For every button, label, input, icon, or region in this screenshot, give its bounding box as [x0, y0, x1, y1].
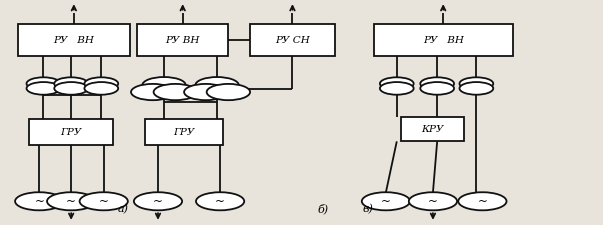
Text: ~: ~: [215, 194, 225, 207]
Circle shape: [420, 83, 454, 95]
Bar: [250, 25, 335, 56]
Circle shape: [27, 83, 60, 95]
Circle shape: [458, 192, 507, 210]
Circle shape: [27, 78, 60, 91]
Text: ~: ~: [153, 194, 163, 207]
Text: б): б): [317, 203, 328, 214]
Circle shape: [459, 83, 493, 95]
Circle shape: [131, 85, 174, 101]
Text: а): а): [118, 203, 129, 214]
Text: РУ ВН: РУ ВН: [165, 36, 200, 45]
Bar: [29, 119, 113, 145]
Circle shape: [362, 192, 410, 210]
Text: в): в): [362, 203, 373, 214]
Bar: [145, 119, 223, 145]
Circle shape: [380, 83, 414, 95]
Text: РУ   ВН: РУ ВН: [54, 36, 94, 45]
Circle shape: [84, 78, 118, 91]
Bar: [18, 25, 130, 56]
Text: ~: ~: [34, 194, 44, 207]
Text: ~: ~: [478, 194, 487, 207]
Bar: [374, 25, 513, 56]
Circle shape: [207, 85, 250, 101]
Circle shape: [459, 78, 493, 91]
Circle shape: [54, 78, 88, 91]
Circle shape: [154, 85, 197, 101]
Circle shape: [54, 83, 88, 95]
Text: ~: ~: [381, 194, 391, 207]
Circle shape: [47, 192, 95, 210]
Circle shape: [409, 192, 457, 210]
Bar: [401, 117, 464, 142]
Circle shape: [142, 78, 186, 94]
Text: ~: ~: [99, 194, 109, 207]
Circle shape: [15, 192, 63, 210]
Text: ГРУ: ГРУ: [173, 128, 195, 137]
Circle shape: [380, 78, 414, 91]
Circle shape: [196, 192, 244, 210]
Text: ГРУ: ГРУ: [60, 128, 82, 137]
Circle shape: [420, 78, 454, 91]
Bar: [137, 25, 228, 56]
Text: РУ СН: РУ СН: [275, 36, 310, 45]
Circle shape: [84, 83, 118, 95]
Circle shape: [195, 78, 239, 94]
Text: РУ   ВН: РУ ВН: [423, 36, 464, 45]
Circle shape: [134, 192, 182, 210]
Circle shape: [80, 192, 128, 210]
Text: ~: ~: [428, 194, 438, 207]
Text: ~: ~: [66, 194, 76, 207]
Text: КРУ: КРУ: [421, 125, 444, 134]
Circle shape: [184, 85, 227, 101]
